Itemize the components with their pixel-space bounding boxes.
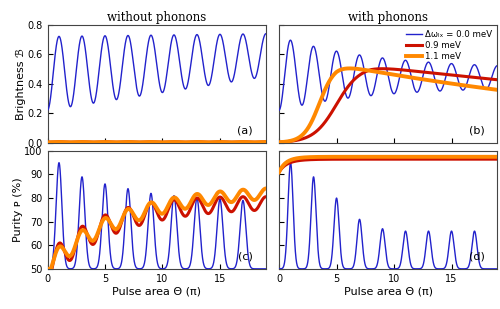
Text: (d): (d) <box>468 252 484 262</box>
X-axis label: Pulse area Θ (π): Pulse area Θ (π) <box>112 286 201 296</box>
Legend: Δωₗₓ = 0.0 meV, 0.9 meV, 1.1 meV: Δωₗₓ = 0.0 meV, 0.9 meV, 1.1 meV <box>403 27 496 65</box>
Y-axis label: Brightness ℬ: Brightness ℬ <box>16 48 26 120</box>
Text: (c): (c) <box>238 252 253 262</box>
Title: with phonons: with phonons <box>348 11 428 23</box>
Y-axis label: Purity ᴘ (%): Purity ᴘ (%) <box>13 178 23 242</box>
Text: (a): (a) <box>237 125 253 136</box>
Text: (b): (b) <box>468 125 484 136</box>
X-axis label: Pulse area Θ (π): Pulse area Θ (π) <box>344 286 433 296</box>
Title: without phonons: without phonons <box>107 11 206 23</box>
